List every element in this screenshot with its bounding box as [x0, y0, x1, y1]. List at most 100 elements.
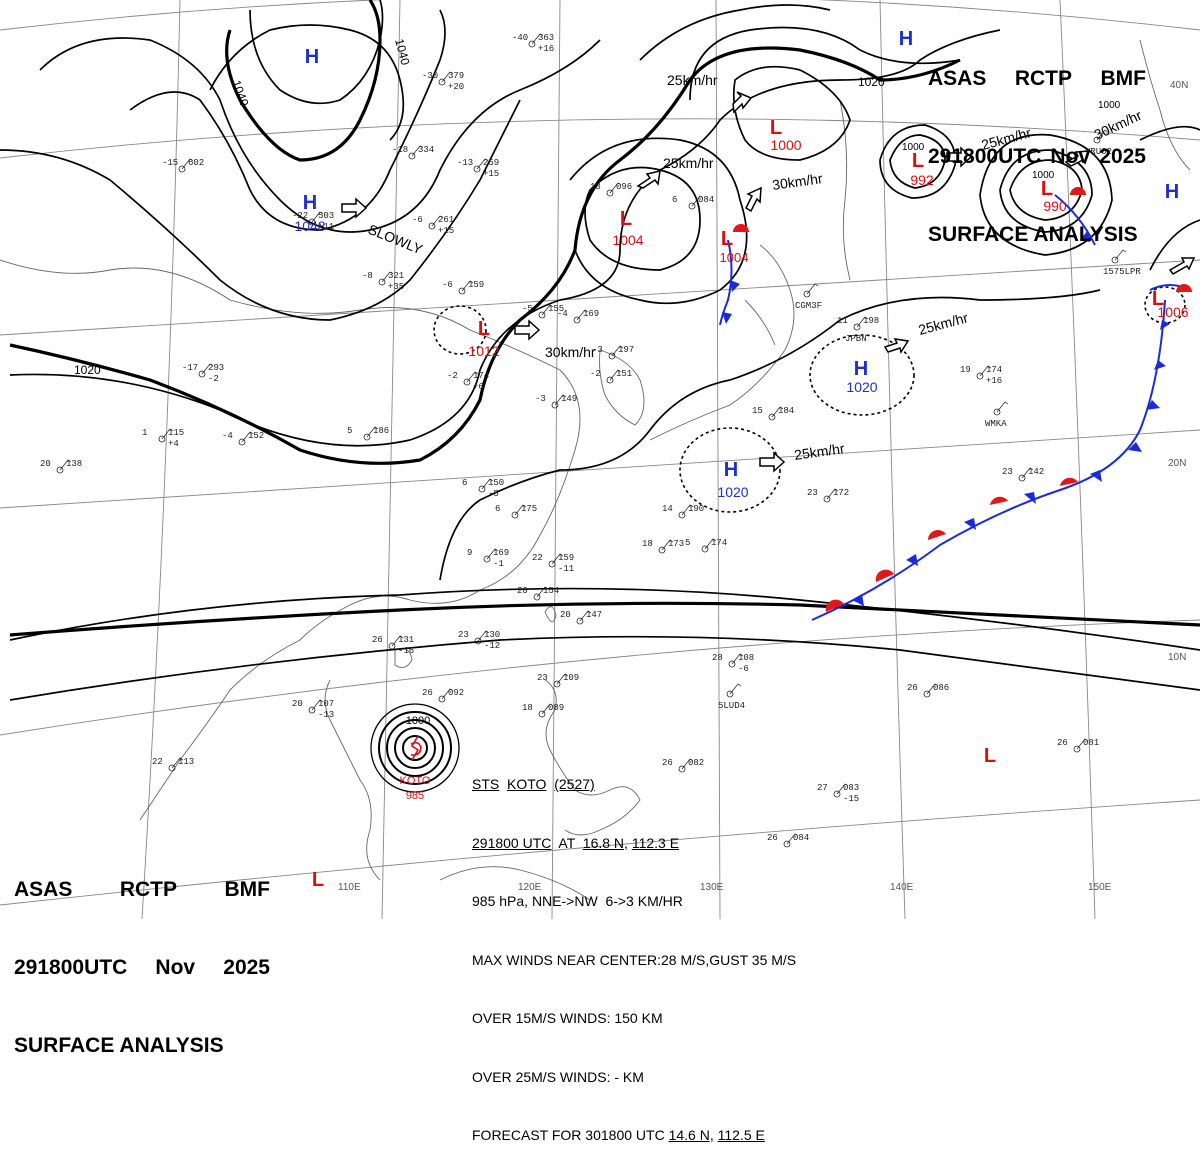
station-plot: -18 334: [392, 145, 434, 160]
borneo-coast: [439, 866, 591, 901]
station-plot: VRUO2: [1085, 129, 1112, 157]
station-plot: 22 159-11: [532, 553, 574, 574]
station-value: 186: [373, 426, 389, 436]
station-value: -6: [738, 664, 749, 674]
isobar: [879, 124, 957, 199]
isobar: [9, 587, 1200, 651]
svg-text:1020: 1020: [858, 75, 885, 89]
station-value: 159: [558, 553, 574, 563]
station-value: -1: [493, 559, 504, 569]
svg-text:140E: 140E: [890, 882, 914, 893]
wind-barb-icon: [786, 833, 799, 845]
station-circle-icon: [548, 560, 556, 568]
isobar: [569, 137, 748, 305]
station-plot: -2 151: [590, 369, 632, 384]
isobar: [639, 4, 831, 61]
station-value: -40: [512, 33, 528, 43]
header-type-code: BMF: [1100, 67, 1147, 90]
station-value: 6: [495, 504, 500, 514]
station-plot: -8 321+35: [362, 271, 404, 292]
wind-barb-icon: [536, 586, 549, 598]
isobar-1020: [9, 601, 1200, 637]
station-value: 083: [843, 783, 859, 793]
sakhalin-coast: [839, 99, 851, 281]
wind-barb-icon: [579, 610, 592, 622]
svg-text:1000: 1000: [902, 142, 925, 153]
isobar: [732, 65, 851, 161]
station-plot: 19 174+16: [960, 365, 1002, 386]
wind-barb-icon: [609, 369, 622, 381]
station-value: 184: [778, 406, 794, 416]
station-value: -6: [442, 280, 453, 290]
station-value: +35: [388, 282, 404, 292]
wind-barb-icon: [461, 280, 474, 292]
isobar: [209, 24, 405, 141]
station-plot: 5 186: [347, 426, 389, 441]
station-circle-icon: [428, 222, 436, 230]
station-plot: 9 169-1: [467, 548, 509, 569]
isobar: [999, 149, 1093, 233]
svg-text:1000: 1000: [1032, 170, 1055, 181]
header-type-code: BMF: [224, 878, 271, 901]
low-value: 990: [1043, 198, 1067, 214]
header-office-code: RCTP: [1014, 67, 1073, 90]
station-circle-icon: [803, 290, 811, 298]
station-value: 084: [793, 833, 809, 843]
station-value: 107: [318, 699, 334, 709]
storm-pressure-line: 985 hPa, NNE->NW 6->3 KM/HR: [472, 893, 683, 909]
station-circle-icon: [533, 593, 541, 601]
station-value: 28: [712, 653, 723, 663]
isobar: [9, 635, 1200, 701]
typhoon-isobar-label: 1000: [406, 715, 430, 727]
station-value: 172: [833, 488, 849, 498]
low-value: 992: [910, 172, 934, 188]
svg-text:30km/hr: 30km/hr: [771, 170, 824, 193]
svg-text:25km/hr: 25km/hr: [663, 155, 714, 171]
station-circle-icon: [833, 790, 841, 798]
pressure-centers: H H 1048 H H H 1020 H 1020 L 1000 L 1004…: [294, 28, 1188, 891]
svg-text:1000: 1000: [1098, 100, 1121, 111]
station-value: -6: [412, 215, 423, 225]
station-plot: 20 107-13: [292, 699, 334, 720]
high-center: H: [305, 46, 319, 68]
wind-barb-icon: [541, 304, 554, 316]
station-circle-icon: [658, 546, 666, 554]
station-value: 27: [817, 783, 828, 793]
station-value: 089: [548, 703, 564, 713]
wind-barb-icon: [1021, 467, 1034, 479]
station-plot: 15 184: [752, 406, 794, 421]
station-value: 26: [372, 635, 383, 645]
header-year: 2025: [1099, 145, 1146, 168]
taiwan-coast: [544, 606, 557, 623]
wind-barb-icon: [1114, 249, 1127, 261]
station-value: -5: [522, 304, 533, 314]
wind-barb-icon: [181, 158, 194, 170]
high-center: H: [303, 192, 317, 214]
station-value: -2: [590, 369, 601, 379]
wind-barb-icon: [161, 428, 174, 440]
station-circle-icon: [923, 690, 931, 698]
station-circle-icon: [606, 376, 614, 384]
station-value: 131: [398, 635, 414, 645]
station-value: 18: [522, 703, 533, 713]
wind-barb-icon: [731, 653, 744, 665]
station-value: 086: [933, 683, 949, 693]
kamchatka-coast: [1139, 39, 1191, 171]
station-value: -4: [222, 431, 233, 441]
station-value: 14: [662, 504, 673, 514]
isobar: [9, 29, 1001, 447]
station-value: -18: [392, 145, 408, 155]
station-circle-icon: [438, 78, 446, 86]
station-value: 503: [318, 211, 334, 221]
station-value: 169: [583, 309, 599, 319]
motion-arrow-icon: [1064, 150, 1091, 167]
station-plot: -13 259+15: [457, 158, 499, 179]
svg-text:1040: 1040: [392, 37, 413, 67]
station-circle-icon: [458, 287, 466, 295]
motion-arrow-icon: [514, 319, 541, 341]
wind-barb-icon: [311, 699, 324, 711]
wind-barb-icon: [771, 406, 784, 418]
station-plot: 11 198 JPBN: [837, 316, 879, 344]
station-value: 293: [208, 363, 224, 373]
station-value: 23: [1002, 467, 1013, 477]
